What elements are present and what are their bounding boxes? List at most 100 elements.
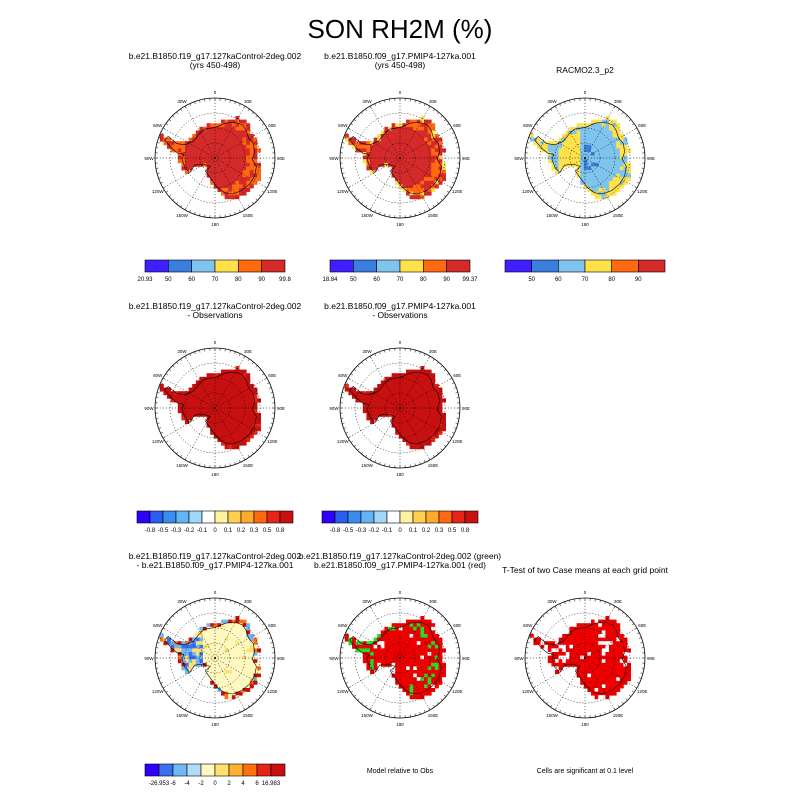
frame-tick [180, 204, 183, 208]
map-cell [398, 434, 403, 439]
map-cell [224, 191, 229, 196]
map-cell [565, 155, 570, 160]
frame-tick [530, 682, 534, 684]
colorbar-swatch [149, 510, 164, 524]
map-cell [373, 659, 378, 664]
map-cell [242, 655, 247, 660]
map-cell [246, 177, 251, 182]
map-cell [598, 180, 603, 185]
map-cell [395, 409, 400, 414]
map-cell [206, 137, 211, 142]
map-cell [167, 644, 171, 649]
map-cell [362, 394, 367, 399]
map-cell [373, 152, 378, 156]
map-cell [231, 188, 236, 192]
map-cell [420, 420, 425, 424]
map-cell [591, 619, 595, 624]
map-cell [547, 141, 552, 146]
frame-tick [357, 448, 360, 451]
map-cell [235, 391, 240, 396]
map-cell [402, 662, 407, 667]
frame-tick [564, 711, 566, 715]
map-cell [199, 376, 204, 381]
frame-tick [350, 623, 354, 626]
frame-tick [165, 690, 169, 693]
map-cell [192, 405, 197, 410]
map-cell [235, 137, 240, 142]
map-cell [391, 655, 396, 660]
longitude-label: 120E [267, 439, 278, 444]
map-cell [616, 170, 621, 174]
map-cell [434, 184, 439, 189]
map-cell [235, 162, 240, 167]
map-cell [213, 373, 218, 378]
map-cell [228, 162, 233, 167]
map-cell [420, 430, 425, 435]
map-cell [235, 655, 240, 660]
map-cell [442, 170, 446, 174]
map-cell [398, 152, 403, 156]
map-cell [616, 652, 621, 656]
map-cell [246, 398, 251, 403]
map-cell [413, 427, 418, 432]
map-cell [406, 441, 410, 446]
map-cell [388, 384, 392, 388]
frame-tick [264, 627, 268, 630]
map-cell [427, 691, 432, 696]
map-cell [395, 652, 400, 656]
map-cell [416, 677, 421, 682]
map-cell [217, 155, 222, 160]
map-cell [388, 641, 392, 646]
map-cell [217, 637, 222, 642]
frame-tick [436, 361, 439, 365]
frame-tick [247, 454, 250, 458]
map-cell [253, 141, 258, 146]
map-cell [594, 159, 599, 164]
map-cell [348, 641, 353, 646]
map-cell [573, 144, 577, 149]
map-cell [228, 680, 233, 685]
map-cell [239, 652, 243, 656]
meridian-line [399, 157, 431, 211]
map-cell [355, 394, 360, 399]
map-cell [362, 655, 367, 660]
map-cell [558, 641, 563, 646]
map-cell [398, 402, 403, 406]
map-cell [551, 666, 556, 671]
map-cell [228, 184, 233, 189]
map-cell [221, 155, 225, 160]
map-cell [373, 148, 378, 153]
frame-tick [419, 461, 421, 465]
map-cell [221, 655, 225, 660]
map-cell [192, 159, 197, 164]
map-cell [242, 623, 247, 628]
frame-tick [261, 123, 265, 126]
map-cell [587, 648, 592, 653]
map-cell [395, 630, 400, 635]
map-cell [424, 384, 428, 388]
map-cell [427, 412, 432, 417]
map-cell [213, 126, 218, 131]
colorbar-swatch [144, 259, 169, 273]
map-cell [605, 666, 610, 671]
map-cell [217, 137, 222, 142]
map-cell [587, 166, 592, 171]
map-cell [249, 673, 254, 678]
map-cell [442, 673, 446, 678]
map-cell [416, 688, 421, 692]
map-cell [228, 644, 233, 649]
panel-title-line: (yrs 450-498) [189, 60, 241, 70]
map-cell [395, 144, 400, 149]
map-cell [576, 670, 581, 674]
map-cell [380, 387, 385, 392]
map-cell [221, 148, 225, 153]
map-cell [203, 409, 207, 414]
frame-tick [640, 172, 644, 174]
map-cell [424, 177, 428, 182]
map-cell [395, 166, 400, 171]
map-cell [228, 634, 233, 638]
map-cell [217, 409, 222, 414]
map-cell [427, 177, 432, 182]
map-cell [605, 116, 610, 120]
map-cell [583, 162, 588, 167]
